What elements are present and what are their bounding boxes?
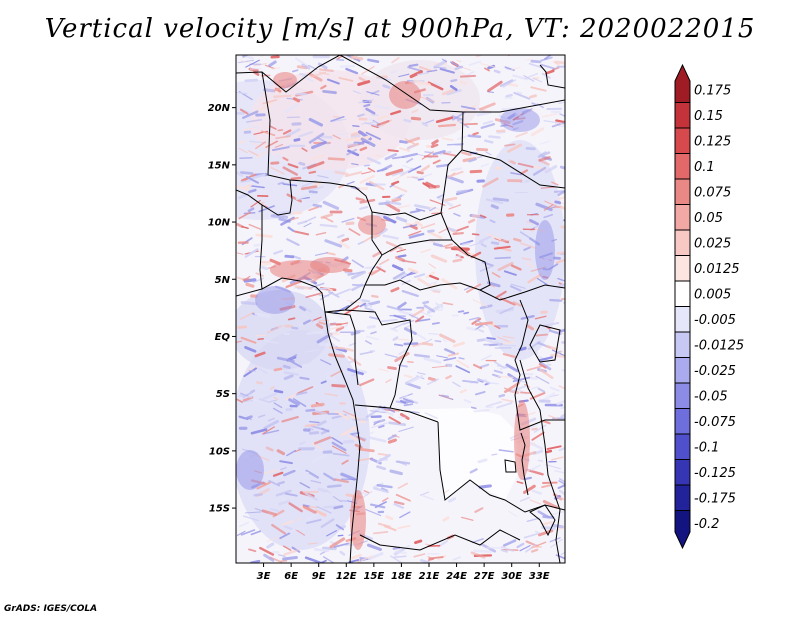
colorbar-segment <box>674 280 691 307</box>
lon-tick-label: 6E <box>284 571 298 582</box>
colorbar-label: -0.175 <box>694 491 736 506</box>
colorbar-segment <box>674 127 691 154</box>
colorbar-label: 0.1 <box>694 160 715 175</box>
colorbar-segment <box>674 306 691 333</box>
colorbar-segment <box>674 102 691 129</box>
lat-tick-label: 15S <box>209 504 230 515</box>
colorbar-segment <box>674 255 691 282</box>
colorbar-segment <box>674 459 691 486</box>
colorbar-segment <box>674 408 691 435</box>
map-frame <box>235 54 566 564</box>
lat-tick-label: 10S <box>209 446 230 457</box>
lon-tick-label: 9E <box>312 571 326 582</box>
lon-tick-label: 30E <box>501 571 522 582</box>
lon-tick-label: 27E <box>474 571 495 582</box>
lon-tick-label: 21E <box>419 571 440 582</box>
longitude-axis: 3E 6E 9E 12E 15E 18E 21E 24E 27E 30E 33E <box>257 563 550 582</box>
lat-tick-label: 5S <box>216 389 230 400</box>
colorbar-segment <box>674 178 691 205</box>
colorbar-segment <box>674 357 691 384</box>
colorbar-label: -0.125 <box>694 466 736 481</box>
map-title: Vertical velocity [m/s] at 900hPa, VT: 2… <box>44 14 756 44</box>
colorbar-label: -0.075 <box>694 415 736 430</box>
lon-tick-label: 24E <box>446 571 467 582</box>
lon-tick-label: 12E <box>336 571 357 582</box>
colorbar-label: 0.15 <box>694 109 723 124</box>
colorbar-label: 0.125 <box>694 134 731 149</box>
credit-label: GrADS: IGES/COLA <box>4 604 98 614</box>
colorbar-segment <box>674 63 691 103</box>
lon-tick-label: 15E <box>363 571 384 582</box>
country-borders <box>236 55 565 563</box>
colorbar-segment <box>674 433 691 460</box>
colorbar-label: 0.005 <box>694 287 731 302</box>
lat-tick-label: 5N <box>215 275 231 286</box>
colorbar-label: -0.005 <box>694 313 736 328</box>
colorbar-label: -0.0125 <box>694 338 744 353</box>
colorbar-segment <box>674 331 691 358</box>
lat-tick-label: 20N <box>208 103 231 114</box>
colorbar-label: -0.05 <box>694 389 728 404</box>
colorbar-segment <box>674 153 691 180</box>
colorbar-label: 0.05 <box>694 211 723 226</box>
colorbar-segment <box>674 382 691 409</box>
colorbar-label: -0.025 <box>694 364 736 379</box>
lat-tick-label: 10N <box>208 218 231 229</box>
colorbar-segment <box>674 229 691 256</box>
colorbar-segment <box>674 484 691 511</box>
colorbar-label: -0.2 <box>694 517 719 532</box>
colorbar-label: 0.175 <box>694 83 731 98</box>
colorbar-label: 0.025 <box>694 236 731 251</box>
lon-tick-label: 18E <box>391 571 412 582</box>
lat-tick-label: 15N <box>208 160 231 171</box>
velocity-field <box>236 55 565 563</box>
colorbar: 0.175 0.15 0.125 0.1 0.075 0.05 0.025 0.0125 0.0… <box>674 63 744 550</box>
lon-tick-label: 33E <box>529 571 550 582</box>
colorbar-label: 0.075 <box>694 185 731 200</box>
latitude-axis: 20N 15N 10N 5N EQ 5S 10S 15S <box>208 103 236 515</box>
colorbar-segment <box>674 510 691 550</box>
lat-tick-label: EQ <box>215 332 231 343</box>
colorbar-label: -0.1 <box>694 440 719 455</box>
lon-tick-label: 3E <box>257 571 271 582</box>
colorbar-segment <box>674 204 691 231</box>
colorbar-label: 0.0125 <box>694 262 740 277</box>
